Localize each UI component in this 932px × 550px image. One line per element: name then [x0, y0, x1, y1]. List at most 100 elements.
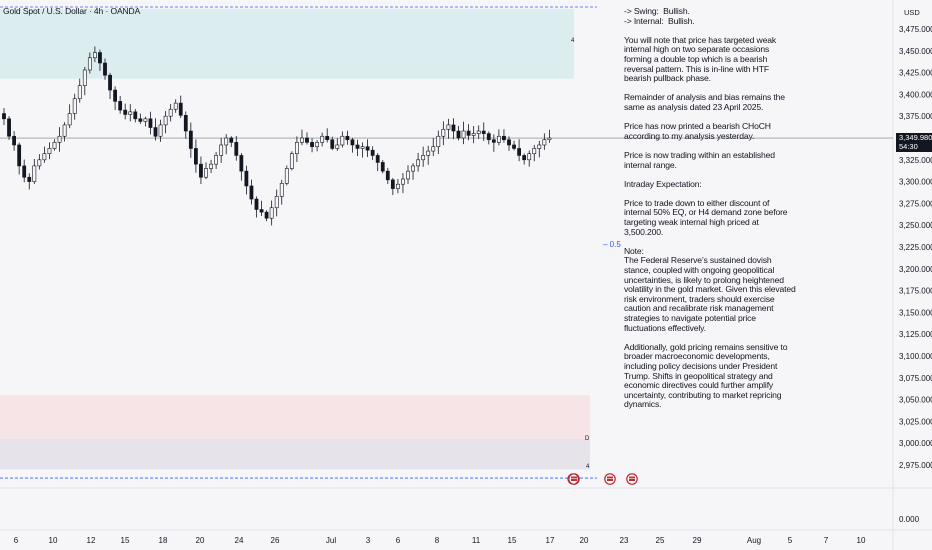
- time-tick-label: 5: [788, 536, 793, 545]
- levels: [0, 6, 893, 479]
- candle-bull: [436, 135, 441, 148]
- candle-bear: [7, 118, 11, 137]
- equilibrium-value: 0.5: [609, 240, 621, 249]
- analysis-text: -> Swing: Bullish. -> Internal: Bullish.…: [624, 6, 796, 420]
- candle-bull: [421, 155, 426, 161]
- candle-bear: [22, 165, 27, 178]
- candle-bear: [370, 149, 375, 156]
- price-tick-label: 3,275.000: [899, 199, 932, 208]
- candle-bear: [229, 137, 234, 143]
- time-tick-label: 11: [472, 536, 481, 545]
- candles: [2, 46, 552, 226]
- candle-bear: [103, 62, 107, 76]
- candle-bull: [274, 196, 279, 209]
- candle-bull: [284, 168, 289, 184]
- price-tick-label: 3,325.000: [899, 156, 932, 165]
- candle-bear: [390, 179, 395, 189]
- candle-bear: [153, 127, 158, 137]
- candle-bull: [62, 124, 67, 137]
- candle-bull: [401, 178, 405, 185]
- candle-bull: [173, 102, 178, 110]
- zones: [0, 8, 590, 470]
- candle-bull: [426, 150, 431, 156]
- chart-title: Gold Spot / U.S. Dollar · 4h · OANDA: [3, 6, 141, 16]
- candle-bear: [133, 111, 138, 120]
- candle-bear: [254, 198, 259, 210]
- candle-bear: [466, 130, 471, 136]
- candle-bear: [512, 144, 516, 149]
- candle-bull: [82, 69, 87, 86]
- candle-bear: [507, 139, 511, 146]
- candle-bear: [234, 142, 239, 156]
- time-tick-label: Aug: [747, 536, 761, 545]
- candle-bull: [72, 98, 77, 114]
- candle-bear: [491, 139, 496, 143]
- candle-bull: [406, 170, 410, 180]
- event-markers[interactable]: [567, 473, 638, 485]
- candle-bull: [209, 163, 213, 169]
- candle-bull: [320, 135, 325, 143]
- time-tick-label: 29: [693, 536, 702, 545]
- candle-bear: [385, 170, 390, 181]
- candle-bull: [461, 130, 466, 139]
- time-tick-label: 24: [235, 536, 244, 545]
- candle-bear: [108, 74, 112, 91]
- candle-bear: [12, 135, 17, 146]
- candle-bull: [360, 146, 365, 149]
- candle-bear: [375, 155, 380, 163]
- candle-bull: [219, 144, 224, 156]
- candle-bull: [57, 135, 62, 143]
- supply-zone: [0, 8, 574, 79]
- candle-bear: [27, 176, 32, 182]
- candle-bull: [52, 142, 57, 149]
- price-axis[interactable]: 3,475.000 3,450.000 3,425.000 3,400.000 3,37…: [899, 25, 932, 524]
- currency-label: USD: [904, 8, 920, 17]
- candle-bear: [259, 209, 264, 213]
- analysis-paragraph: Price has now printed a bearish CHoCH ac…: [624, 121, 774, 141]
- candle-bear: [239, 155, 244, 172]
- lower-zone: [0, 438, 590, 470]
- candle-bear: [325, 135, 330, 141]
- analysis-paragraph: Intraday Expectation:: [624, 178, 702, 189]
- time-tick-label: 20: [580, 536, 589, 545]
- candle-bear: [138, 118, 143, 122]
- candle-bull: [168, 108, 173, 117]
- price-tick-label: 3,000.000: [899, 439, 932, 448]
- candle-bull: [42, 153, 47, 161]
- price-tick-label: 3,050.000: [899, 396, 932, 405]
- candle-bull: [158, 124, 163, 137]
- candle-bull: [269, 207, 274, 219]
- candle-bull: [315, 142, 320, 148]
- time-tick-label: 6: [14, 536, 19, 545]
- last-price-tag: 3,349.980 54:30: [896, 133, 932, 152]
- candle-bear: [194, 148, 198, 165]
- candle-bull: [204, 168, 208, 178]
- candle-bull: [547, 137, 552, 141]
- candle-bull: [532, 148, 537, 154]
- candle-bull: [128, 111, 133, 115]
- time-tick-label: 15: [121, 536, 130, 545]
- candle-bear: [517, 148, 522, 156]
- time-axis[interactable]: 6 10 12 15 18 20 24 26 Jul 3 6 8 11 15 17 20 23 25 29 Aug 5 7…: [14, 536, 866, 545]
- candle-bull: [77, 85, 82, 100]
- candle-bull: [67, 113, 72, 126]
- economic-event-flag-icon[interactable]: [626, 473, 638, 485]
- candle-bull: [441, 128, 446, 137]
- price-tick-label: 3,425.000: [899, 69, 932, 78]
- candle-bull: [47, 148, 52, 154]
- candle-bull: [542, 139, 547, 146]
- time-tick-label: 10: [49, 536, 58, 545]
- economic-event-flag-icon[interactable]: [604, 473, 616, 485]
- analysis-paragraph: You will note that price has targeted we…: [624, 34, 779, 84]
- candle-bear: [486, 133, 491, 141]
- candle-bull: [537, 144, 542, 149]
- candle-bull: [224, 137, 229, 146]
- candle-bear: [264, 211, 269, 219]
- time-tick-label: 26: [271, 536, 280, 545]
- time-tick-label: 6: [396, 536, 401, 545]
- candle-bear: [502, 135, 506, 141]
- candle-bear: [365, 146, 370, 151]
- economic-event-flag-icon[interactable]: [567, 473, 580, 485]
- bar-countdown: 54:30: [899, 142, 918, 151]
